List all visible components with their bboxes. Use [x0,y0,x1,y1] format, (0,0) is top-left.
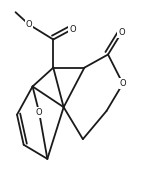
Text: O: O [26,20,32,29]
Text: O: O [69,25,76,34]
Text: O: O [120,79,126,88]
Text: O: O [36,108,42,117]
Text: O: O [118,28,125,37]
